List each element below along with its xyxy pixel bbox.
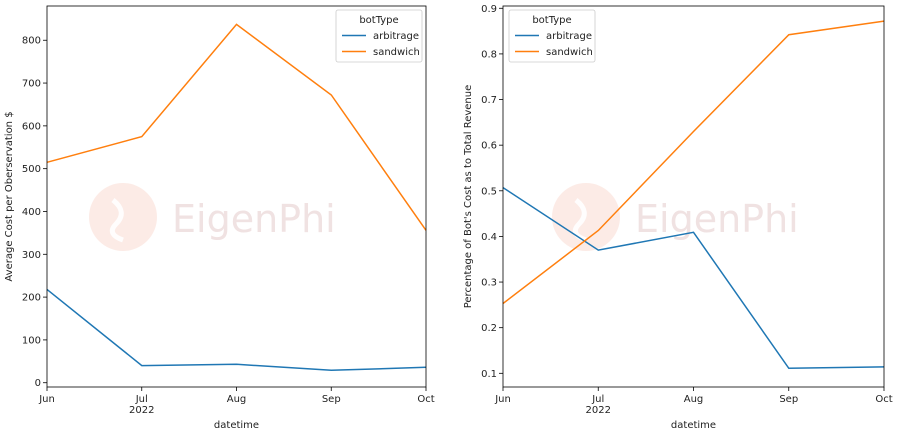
y-tick-label: 0.2 [481,323,497,334]
y-tick-label: 0.6 [481,141,497,152]
y-tick-label: 700 [22,79,41,90]
legend-entry-arbitrage: arbitrage [373,31,419,42]
legend-entry-sandwich: sandwich [373,47,420,58]
y-tick-label: 0.3 [481,278,497,289]
y-tick-label: 0.7 [481,95,497,106]
watermark-text: EigenPhi [635,197,799,241]
legend: botType arbitrage sandwich [335,9,423,63]
y-ticks: 0 100 200 300 400 500 600 700 800 [22,36,47,389]
watermark-text: EigenPhi [172,197,336,241]
y-tick-label: 0.4 [481,232,497,243]
x-year-label: 2022 [586,405,611,416]
legend-title: botType [359,15,398,26]
y-tick-label: 0.8 [481,49,497,60]
watermark-logo-swirl-icon [109,198,124,243]
x-axis-label: datetime [671,420,716,431]
x-tick-label: Jun [38,394,55,405]
x-tick-label: Oct [875,394,892,405]
y-tick-label: 0 [35,378,41,389]
y-tick-label: 0.1 [481,369,497,380]
y-tick-label: 0.5 [481,186,497,197]
y-tick-label: 600 [22,121,41,132]
y-axis-label: Average Cost per Oberservation $ [4,111,15,281]
chart-right: EigenPhi 0.1 0.2 0.3 0.4 0.5 0.6 0.7 0.8 0.9 Jun… [463,4,893,431]
series-line-sandwich [502,20,885,305]
legend: botType arbitrage sandwich [508,9,596,63]
x-year-label: 2022 [129,405,154,416]
watermark: EigenPhi [89,183,336,251]
series-line-arbitrage [46,288,427,372]
y-tick-label: 400 [22,207,41,218]
y-tick-label: 100 [22,335,41,346]
x-ticks: Jun Jul Aug Sep Oct 2022 [38,387,435,416]
watermark-logo-swirl-icon [572,198,587,243]
y-tick-label: 300 [22,250,41,261]
x-axis-label: datetime [214,420,259,431]
series-layer [46,23,427,372]
x-tick-label: Jul [591,394,604,405]
legend-title: botType [532,15,571,26]
x-tick-label: Sep [322,394,341,405]
x-tick-label: Jun [494,394,511,405]
x-tick-label: Aug [227,394,247,405]
legend-entry-sandwich: sandwich [546,47,593,58]
y-tick-label: 800 [22,36,41,47]
y-tick-label: 0.9 [481,4,497,15]
series-line-sandwich [46,23,427,231]
x-tick-label: Oct [417,394,434,405]
y-ticks: 0.1 0.2 0.3 0.4 0.5 0.6 0.7 0.8 0.9 [481,4,503,380]
x-tick-label: Jul [135,394,148,405]
legend-box [508,9,596,63]
series-line-arbitrage [502,186,885,370]
legend-box [335,9,423,63]
watermark: EigenPhi [552,183,799,251]
x-tick-label: Aug [684,394,704,405]
x-ticks: Jun Jul Aug Sep Oct 2022 [494,387,893,416]
legend-entry-arbitrage: arbitrage [546,31,592,42]
y-tick-label: 500 [22,164,41,175]
y-tick-label: 200 [22,293,41,304]
x-tick-label: Sep [779,394,798,405]
series-layer [502,20,885,370]
y-axis-label: Percentage of Bot's Cost as to Total Rev… [463,85,474,309]
